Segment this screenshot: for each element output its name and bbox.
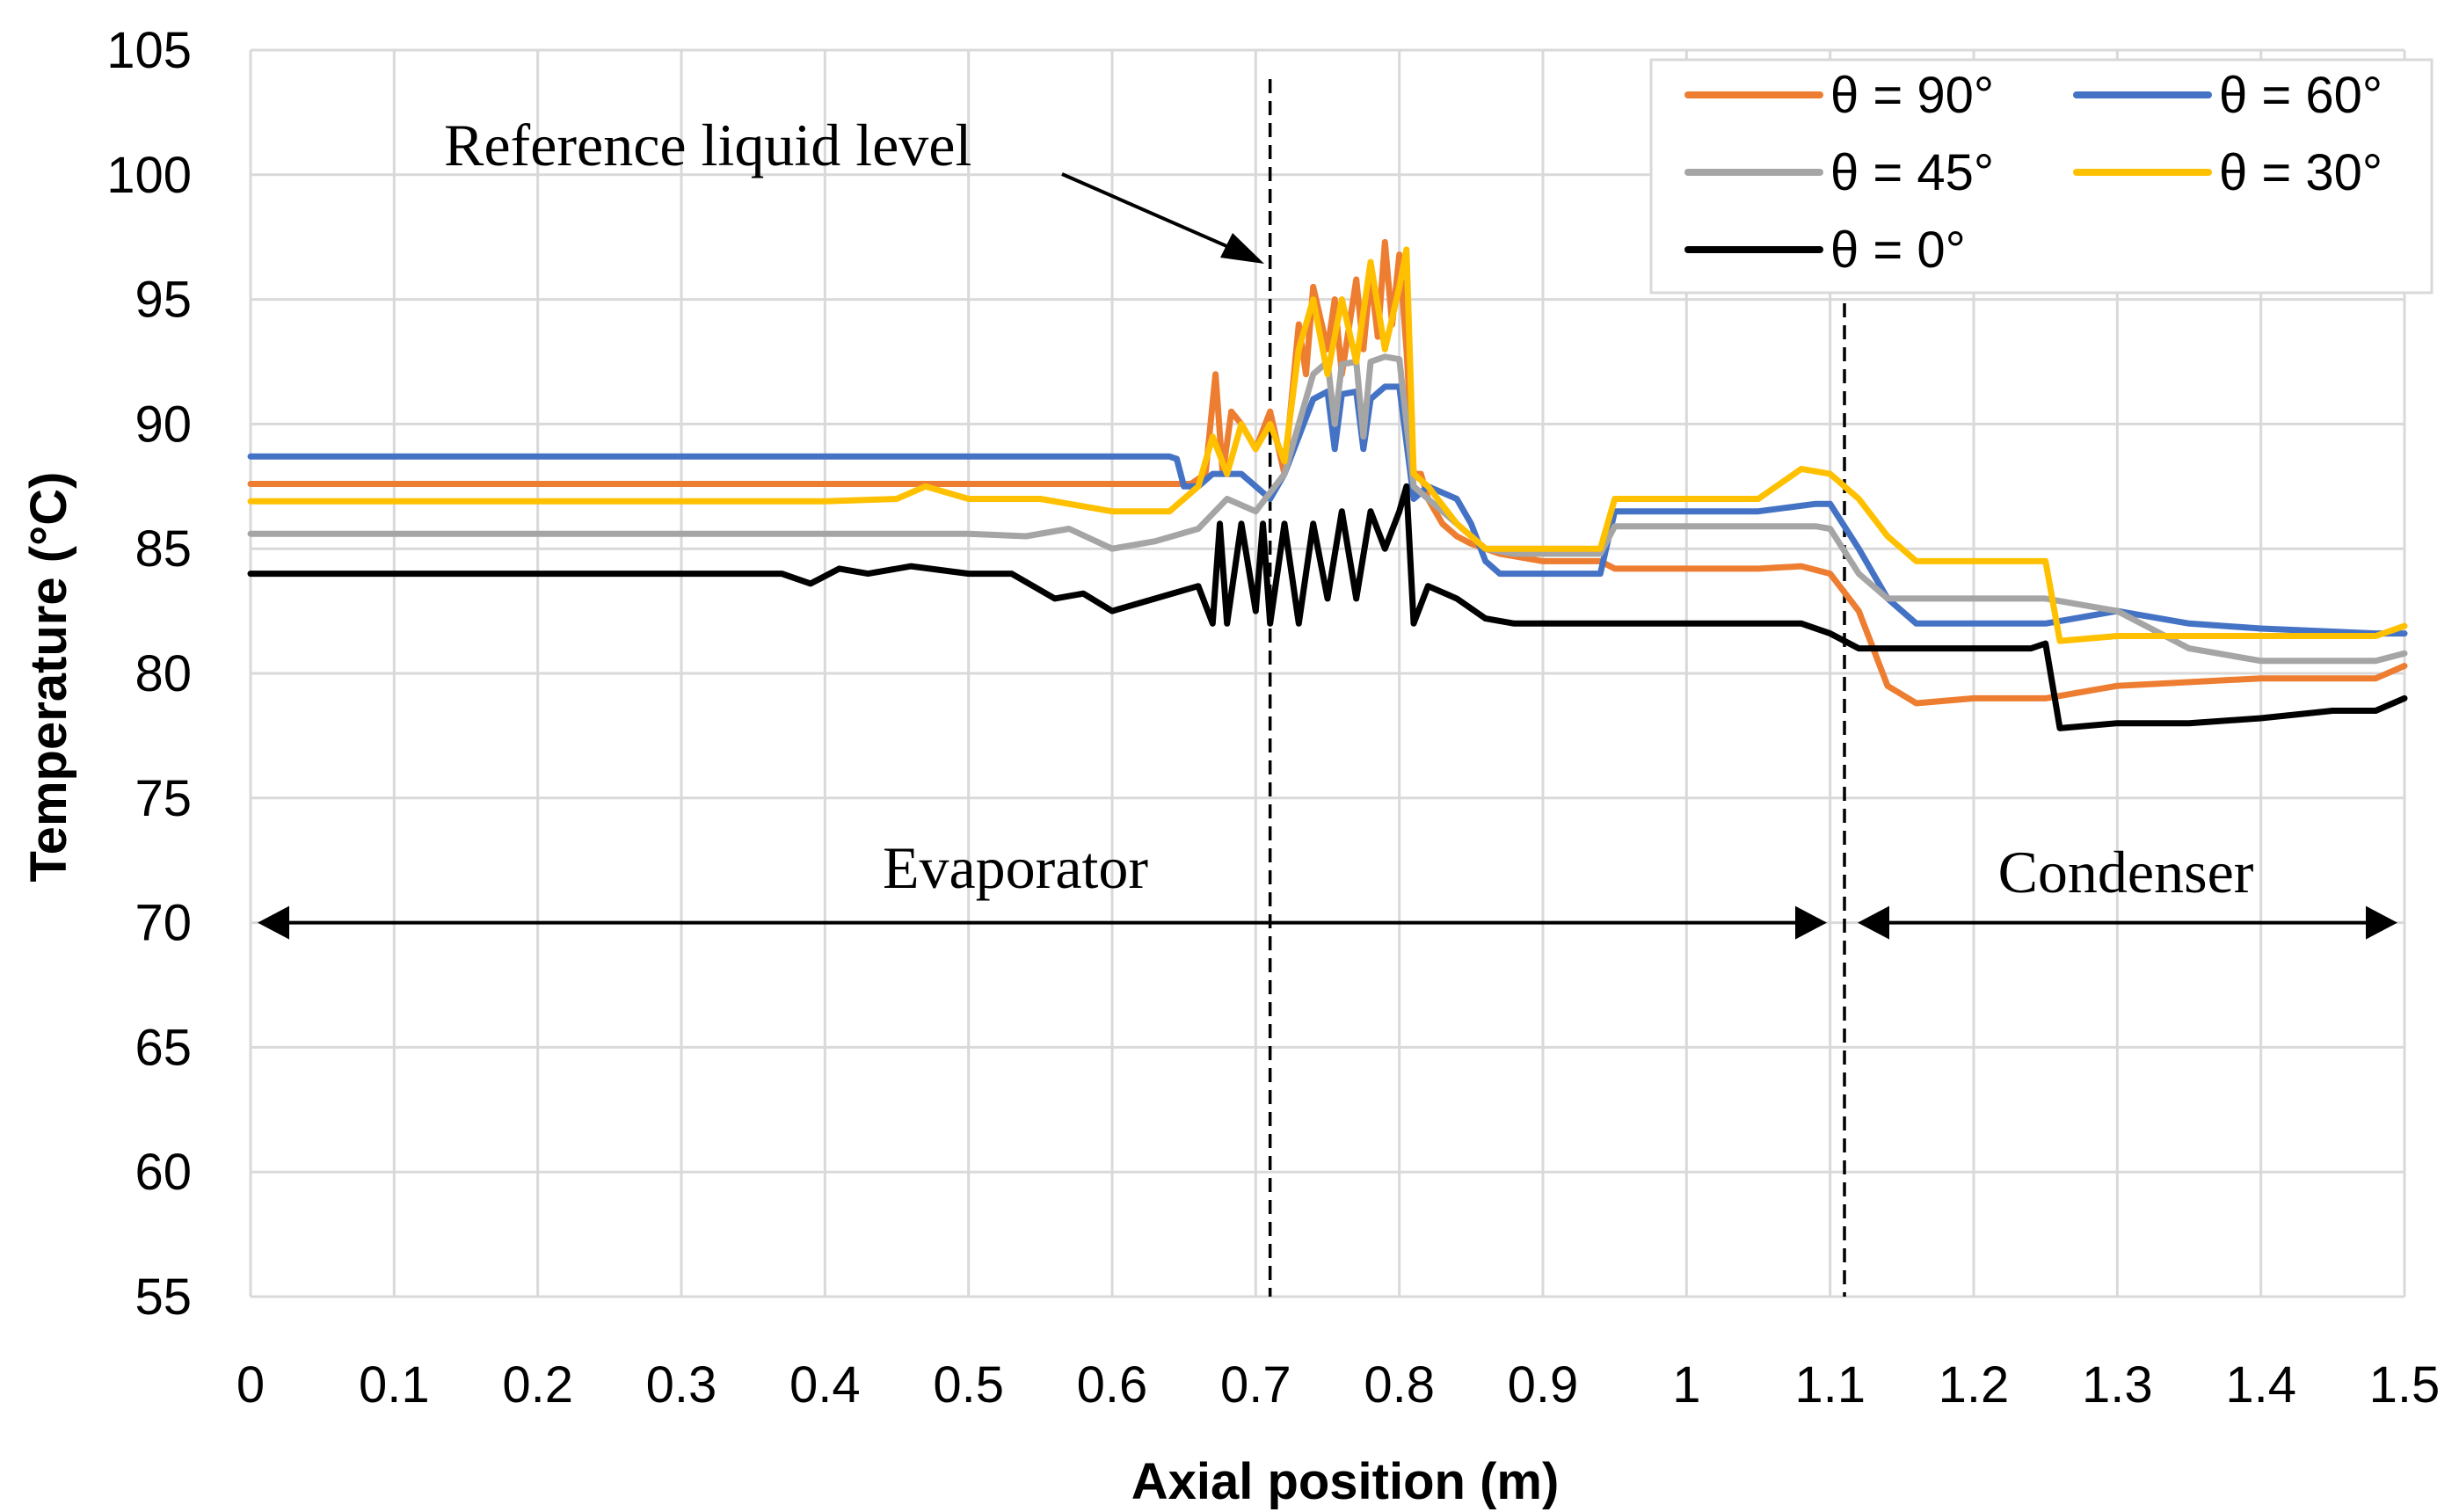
x-tick-label: 1.3 — [2082, 1356, 2153, 1414]
series-line-3 — [247, 246, 2408, 644]
condenser-arrowhead-right — [2366, 905, 2397, 940]
legend-label: θ = 30° — [2219, 144, 2383, 201]
series-line-0 — [247, 238, 2408, 707]
y-tick-label: 60 — [135, 1144, 192, 1201]
y-tick-labels: 55 60 65 70 75 80 85 90 95 100 105 — [106, 22, 192, 1326]
y-tick-label: 100 — [106, 147, 192, 204]
x-tick-label: 0.8 — [1364, 1356, 1435, 1414]
x-tick-label: 1.5 — [2369, 1356, 2441, 1414]
legend-label: θ = 0° — [1830, 222, 1966, 279]
legend-box — [1649, 58, 2434, 294]
x-tick-label: 1.1 — [1794, 1356, 1866, 1414]
x-tick-label: 1 — [1672, 1356, 1700, 1414]
y-tick-label: 85 — [135, 520, 192, 578]
x-tick-label: 0.1 — [359, 1356, 430, 1414]
x-tick-label: 0.2 — [502, 1356, 573, 1414]
x-tick-label: 0.3 — [646, 1356, 717, 1414]
x-tick-label: 0.9 — [1508, 1356, 1579, 1414]
reference-liquid-level-label: Reference liquid level — [444, 112, 971, 178]
condenser-label: Condenser — [1998, 839, 2254, 905]
x-tick-label: 0.4 — [789, 1356, 861, 1414]
y-tick-label: 65 — [135, 1019, 192, 1076]
y-tick-label: 90 — [135, 396, 192, 453]
y-axis-title: Temperature (°C) — [20, 472, 77, 883]
x-tick-label: 1.2 — [1939, 1356, 2010, 1414]
y-tick-label: 75 — [135, 770, 192, 827]
series-line-4 — [247, 483, 2408, 731]
x-tick-label: 0.7 — [1220, 1356, 1291, 1414]
y-tick-label: 80 — [135, 645, 192, 702]
y-tick-label: 105 — [106, 22, 192, 79]
x-tick-label: 1.4 — [2225, 1356, 2296, 1414]
dashed-reference-lines — [1268, 79, 1846, 1297]
reference-liquid-level-arrow — [1061, 172, 1248, 257]
legend-label: θ = 60° — [2219, 67, 2383, 124]
condenser-arrowhead-left — [1858, 905, 1889, 940]
y-tick-label: 55 — [135, 1268, 192, 1326]
x-axis-title: Axial position (m) — [1131, 1453, 1560, 1510]
reference-liquid-level-arrowhead — [1220, 233, 1264, 264]
y-tick-label: 70 — [135, 895, 192, 952]
series-lines — [247, 238, 2408, 731]
evaporator-arrowhead-left — [258, 905, 289, 940]
region-arrows — [258, 905, 2397, 940]
x-tick-label: 0.5 — [933, 1356, 1004, 1414]
x-tick-label: 0 — [236, 1356, 265, 1414]
evaporator-label: Evaporator — [883, 834, 1148, 901]
evaporator-arrowhead-right — [1795, 905, 1827, 940]
legend-label: θ = 90° — [1830, 67, 1994, 124]
gridlines — [249, 48, 2406, 1298]
x-tick-label: 0.6 — [1077, 1356, 1148, 1414]
series-line-2 — [247, 353, 2408, 665]
legend-label: θ = 45° — [1830, 144, 1994, 201]
x-tick-labels: 0 0.1 0.2 0.3 0.4 0.5 0.6 0.7 0.8 0.9 1 1.1 1.2 1.3 1.… — [236, 1356, 2440, 1414]
legend: θ = 90° θ = 60° θ = 45° θ = 30° θ = 0° — [1649, 58, 2434, 294]
y-tick-label: 95 — [135, 272, 192, 329]
